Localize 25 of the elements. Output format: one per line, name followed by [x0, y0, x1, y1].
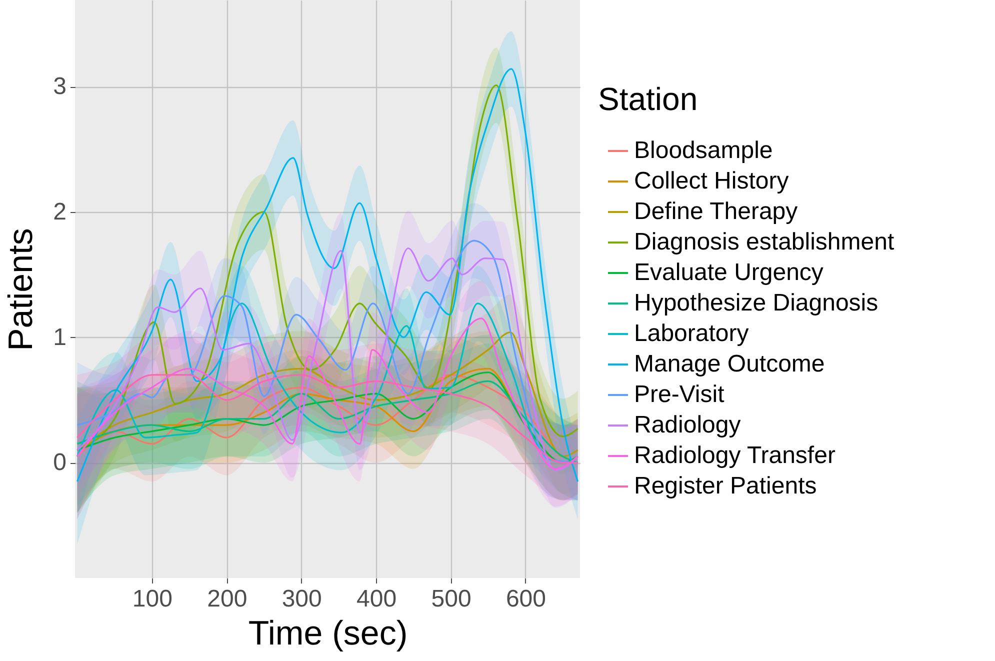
y-tick-label: 0: [53, 449, 66, 476]
legend-title: Station: [598, 81, 698, 117]
x-tick-label: 400: [356, 586, 397, 612]
x-tick-label: 100: [132, 586, 172, 612]
y-axis-title: Patients: [2, 228, 40, 351]
x-tick-label: 300: [282, 586, 322, 612]
legend-label: Radiology Transfer: [634, 442, 836, 469]
legend-label: Diagnosis establishment: [634, 228, 894, 256]
x-tick-label: 200: [207, 586, 248, 612]
legend-label: Laboratory: [634, 320, 749, 347]
legend-label: Evaluate Urgency: [634, 259, 824, 286]
legend-label: Bloodsample: [634, 137, 773, 164]
legend-label: Collect History: [634, 168, 789, 194]
x-axis-title: Time (sec): [248, 614, 408, 652]
legend-label: Radiology: [634, 412, 741, 438]
x-tick-label: 600: [506, 586, 546, 612]
legend-label: Pre-Visit: [634, 381, 725, 408]
legend-label: Manage Outcome: [634, 350, 825, 378]
y-tick-label: 2: [53, 198, 66, 226]
legend-label: Register Patients: [634, 472, 817, 500]
x-tick-label: 500: [431, 586, 472, 612]
legend-label: Hypothesize Diagnosis: [634, 290, 878, 316]
y-tick-label: 3: [53, 73, 66, 100]
legend-label: Define Therapy: [634, 198, 798, 225]
y-tick-label: 1: [53, 324, 66, 351]
